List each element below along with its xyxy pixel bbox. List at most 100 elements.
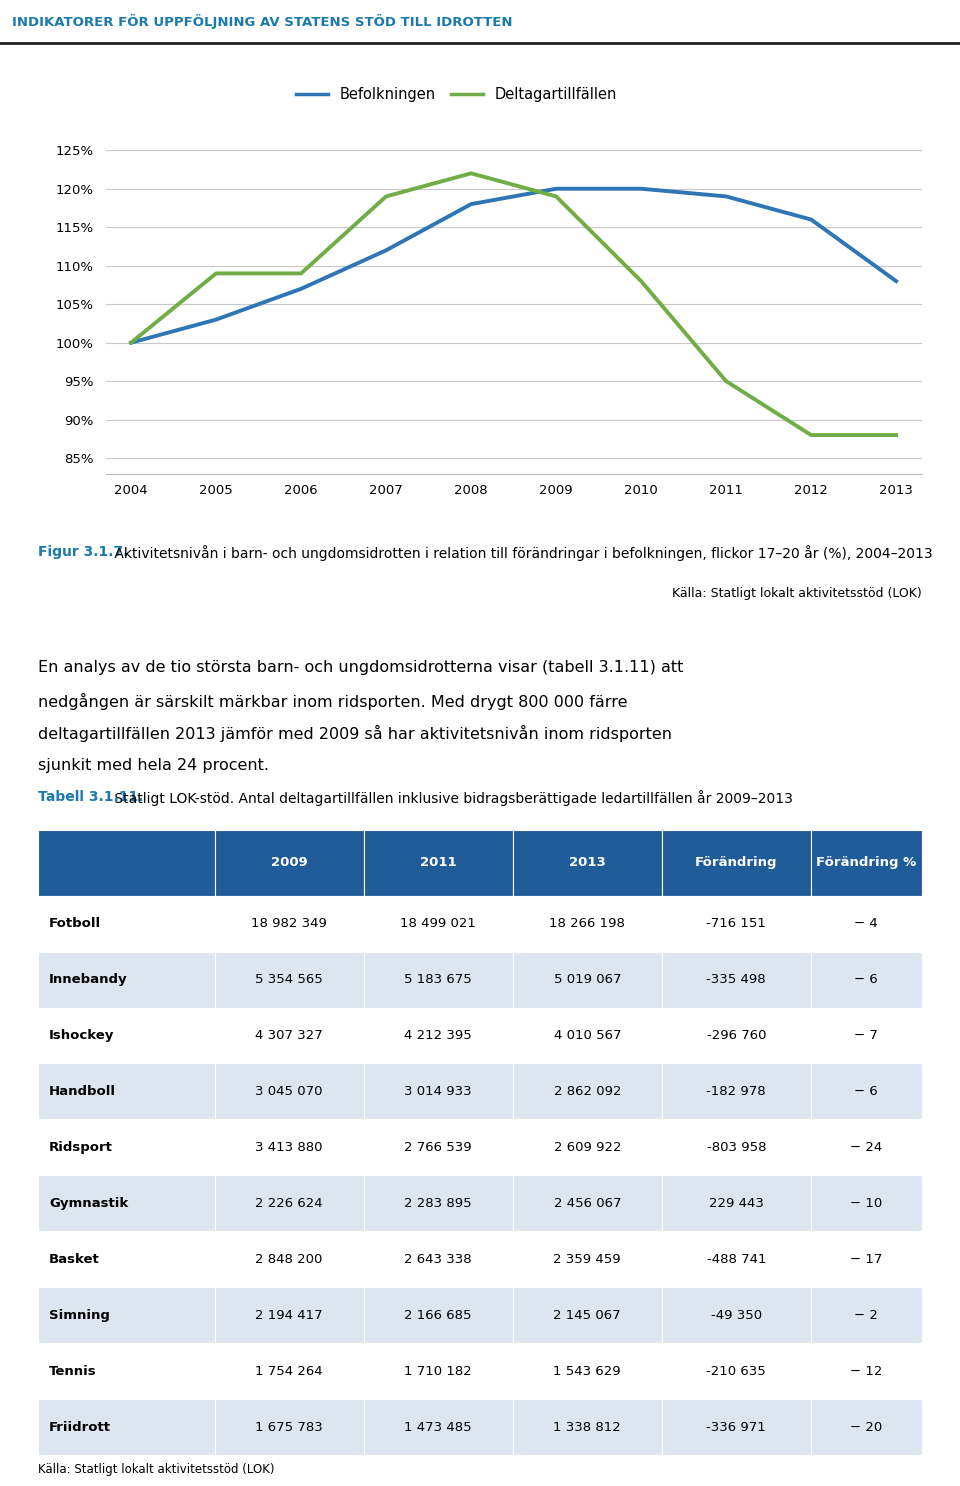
Bar — [811, 1008, 922, 1064]
Text: Ishockey: Ishockey — [49, 1028, 114, 1042]
Bar — [215, 1064, 364, 1119]
Bar — [364, 1343, 513, 1398]
Text: Gymnastik: Gymnastik — [49, 1196, 129, 1210]
Text: − 4: − 4 — [854, 917, 878, 930]
Bar — [513, 951, 661, 1008]
Bar — [364, 896, 513, 951]
Text: − 17: − 17 — [850, 1253, 882, 1266]
Text: -210 635: -210 635 — [707, 1364, 766, 1378]
Bar — [513, 1175, 661, 1232]
Bar — [811, 1398, 922, 1455]
Text: 3 413 880: 3 413 880 — [255, 1141, 323, 1153]
Bar — [215, 1232, 364, 1287]
Text: 1 754 264: 1 754 264 — [255, 1364, 323, 1378]
Text: INDIKATORER FÖR UPPFÖLJNING AV STATENS STÖD TILL IDROTTEN: INDIKATORER FÖR UPPFÖLJNING AV STATENS S… — [12, 13, 513, 28]
Bar — [364, 1119, 513, 1175]
Text: 2 226 624: 2 226 624 — [255, 1196, 323, 1210]
Bar — [215, 951, 364, 1008]
Text: Statligt LOK-stöd. Antal deltagartillfällen inklusive bidragsberättigade ledarti: Statligt LOK-stöd. Antal deltagartillfäl… — [110, 791, 793, 805]
Text: 1 710 182: 1 710 182 — [404, 1364, 472, 1378]
Bar — [811, 951, 922, 1008]
Text: Friidrott: Friidrott — [49, 1421, 111, 1434]
Text: 1 338 812: 1 338 812 — [553, 1421, 621, 1434]
Bar — [38, 896, 215, 951]
Bar — [38, 1398, 215, 1455]
Bar — [215, 1175, 364, 1232]
Bar — [661, 1119, 811, 1175]
Bar — [215, 831, 364, 896]
Bar — [513, 1232, 661, 1287]
Text: 2 283 895: 2 283 895 — [404, 1196, 472, 1210]
Text: -716 151: -716 151 — [707, 917, 766, 930]
Text: − 10: − 10 — [851, 1196, 882, 1210]
Text: Innebandy: Innebandy — [49, 973, 128, 987]
Text: − 12: − 12 — [850, 1364, 882, 1378]
Text: Handboll: Handboll — [49, 1085, 116, 1098]
Bar — [215, 1398, 364, 1455]
Bar — [364, 1232, 513, 1287]
Text: 4 212 395: 4 212 395 — [404, 1028, 472, 1042]
Bar — [364, 1175, 513, 1232]
Text: 3 014 933: 3 014 933 — [404, 1085, 472, 1098]
Bar — [38, 951, 215, 1008]
Bar — [661, 1175, 811, 1232]
Bar — [811, 1119, 922, 1175]
Text: 1 543 629: 1 543 629 — [554, 1364, 621, 1378]
Bar — [513, 1064, 661, 1119]
Bar — [661, 1287, 811, 1343]
Bar — [215, 896, 364, 951]
Text: Ridsport: Ridsport — [49, 1141, 113, 1153]
Bar — [661, 896, 811, 951]
Bar — [661, 831, 811, 896]
Text: 18 982 349: 18 982 349 — [252, 917, 327, 930]
Text: Aktivitetsnivån i barn- och ungdomsidrotten i relation till förändringar i befol: Aktivitetsnivån i barn- och ungdomsidrot… — [110, 545, 933, 560]
Bar — [215, 1119, 364, 1175]
FancyBboxPatch shape — [25, 61, 949, 535]
Text: -336 971: -336 971 — [707, 1421, 766, 1434]
Bar — [811, 1064, 922, 1119]
Bar — [513, 1287, 661, 1343]
Bar — [811, 1175, 922, 1232]
Bar — [364, 1398, 513, 1455]
Bar — [513, 831, 661, 896]
Text: -335 498: -335 498 — [707, 973, 766, 987]
Legend: Befolkningen, Deltagartillfällen: Befolkningen, Deltagartillfällen — [290, 82, 623, 108]
Text: 2013: 2013 — [569, 856, 606, 869]
Text: -296 760: -296 760 — [707, 1028, 766, 1042]
Text: − 20: − 20 — [851, 1421, 882, 1434]
Bar — [215, 1008, 364, 1064]
Text: 2 848 200: 2 848 200 — [255, 1253, 323, 1266]
Text: deltagartillfällen 2013 jämför med 2009 så har aktivitetsnivån inom ridsporten: deltagartillfällen 2013 jämför med 2009 … — [38, 725, 672, 743]
Bar — [513, 1398, 661, 1455]
Text: Basket: Basket — [49, 1253, 100, 1266]
Text: Fotboll: Fotboll — [49, 917, 101, 930]
Bar — [364, 1008, 513, 1064]
Text: 229 443: 229 443 — [708, 1196, 764, 1210]
Text: 2011: 2011 — [420, 856, 457, 869]
Text: 2 456 067: 2 456 067 — [554, 1196, 621, 1210]
Text: 2009: 2009 — [271, 856, 307, 869]
Bar — [364, 831, 513, 896]
Text: Förändring: Förändring — [695, 856, 778, 869]
Text: − 7: − 7 — [854, 1028, 878, 1042]
Text: 2 359 459: 2 359 459 — [554, 1253, 621, 1266]
Bar — [364, 1287, 513, 1343]
Bar — [38, 831, 215, 896]
Bar — [661, 951, 811, 1008]
Bar — [38, 1175, 215, 1232]
Bar — [661, 1064, 811, 1119]
Bar — [661, 1398, 811, 1455]
Bar — [811, 1232, 922, 1287]
Bar — [215, 1287, 364, 1343]
Text: sjunkit med hela 24 procent.: sjunkit med hela 24 procent. — [38, 758, 270, 773]
Bar — [661, 1232, 811, 1287]
Text: 5 183 675: 5 183 675 — [404, 973, 472, 987]
Text: − 2: − 2 — [854, 1309, 878, 1321]
Bar — [661, 1008, 811, 1064]
Text: -182 978: -182 978 — [707, 1085, 766, 1098]
Text: − 24: − 24 — [851, 1141, 882, 1153]
Bar — [513, 896, 661, 951]
Bar — [811, 831, 922, 896]
Bar — [38, 1232, 215, 1287]
Text: Källa: Statligt lokalt aktivitetsstöd (LOK): Källa: Statligt lokalt aktivitetsstöd (L… — [38, 1464, 275, 1476]
